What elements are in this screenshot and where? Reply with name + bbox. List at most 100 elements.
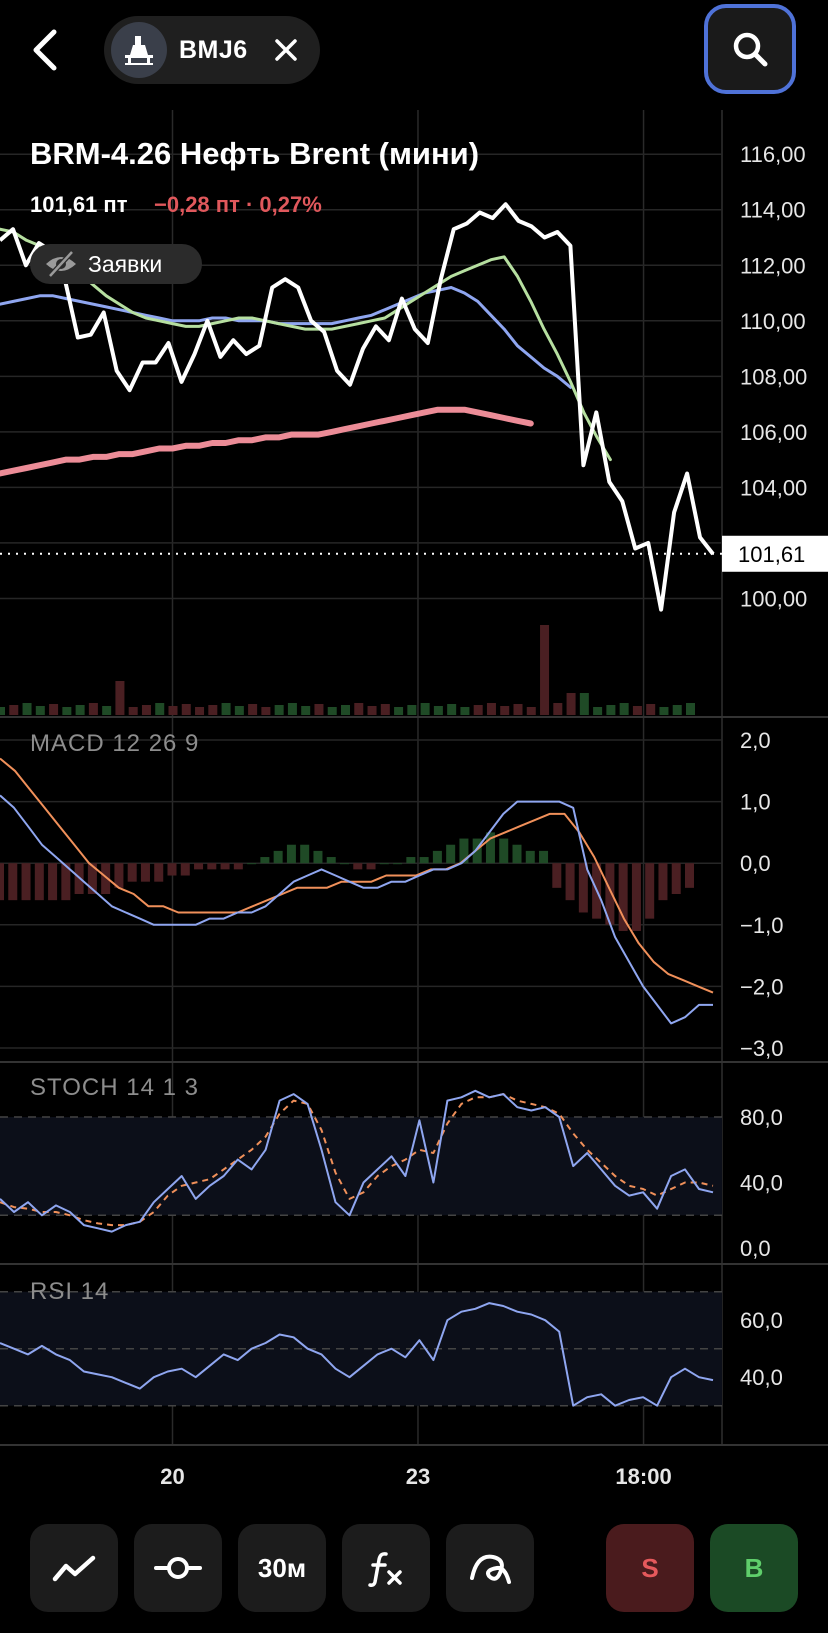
macd-hist-bar xyxy=(114,863,124,888)
volume-bar xyxy=(221,703,231,715)
volume-bar xyxy=(420,703,430,715)
stoch-tick-label: 0,0 xyxy=(740,1236,771,1261)
orders-label: Заявки xyxy=(88,250,163,277)
volume-bar xyxy=(327,707,337,715)
macd-hist-bar xyxy=(300,844,310,864)
macd-hist-bar xyxy=(48,863,58,901)
macd-hist-bar xyxy=(8,863,18,901)
macd-hist-bar xyxy=(286,844,296,864)
interval-button[interactable]: 30м xyxy=(238,1524,326,1612)
volume-bar xyxy=(354,703,364,715)
macd-hist-bar xyxy=(34,863,44,901)
instrument-title: BRM-4.26 Нефть Brent (мини) xyxy=(30,136,480,171)
price-tick-label: 110,00 xyxy=(740,309,806,334)
macd-hist-bar xyxy=(154,863,164,882)
price-tick-label: 106,00 xyxy=(740,420,807,445)
volume-bar xyxy=(287,703,297,715)
indicator-button[interactable] xyxy=(134,1524,222,1612)
volume-bar xyxy=(128,707,138,715)
price-tick-label: 100,00 xyxy=(740,586,807,611)
price-tick-label: 112,00 xyxy=(740,253,806,278)
stoch-signal-line xyxy=(0,1093,714,1227)
macd-hist-bar xyxy=(220,863,230,870)
macd-hist-bar xyxy=(658,863,668,901)
volume-bar xyxy=(659,707,669,715)
macd-hist-bar xyxy=(140,863,150,882)
price-line xyxy=(0,202,715,612)
volume-bar xyxy=(672,705,682,715)
stoch-label: STOCH 14 1 3 xyxy=(30,1074,199,1101)
macd-signal-line xyxy=(0,757,714,994)
line-chart-icon xyxy=(52,1555,96,1582)
functions-button[interactable] xyxy=(342,1524,430,1612)
macd-hist-bar xyxy=(578,863,588,913)
volume-bar xyxy=(75,705,85,715)
orders-toggle[interactable]: Заявки xyxy=(30,244,202,284)
macd-hist-bar xyxy=(685,863,694,888)
macd-hist-bar xyxy=(525,850,535,864)
volume-bar xyxy=(261,707,271,715)
macd-hist-bar xyxy=(273,850,283,864)
close-icon[interactable] xyxy=(270,34,302,66)
volume-bar xyxy=(49,704,59,715)
macd-hist-bar xyxy=(618,863,628,931)
macd-hist-bar xyxy=(419,857,429,864)
volume-bar xyxy=(0,707,5,715)
drawing-button[interactable] xyxy=(446,1524,534,1612)
stoch-tick-label: 80,0 xyxy=(740,1105,783,1130)
buy-button[interactable]: B xyxy=(710,1524,798,1612)
macd-hist-bar xyxy=(552,863,562,888)
macd-hist-bar xyxy=(485,832,495,864)
macd-hist-bar xyxy=(313,850,323,864)
volume-bar xyxy=(486,703,496,715)
macd-hist-bar xyxy=(101,863,111,894)
macd-hist-bar xyxy=(645,863,655,919)
sell-button[interactable]: S xyxy=(606,1524,694,1612)
macd-hist-bar xyxy=(0,863,4,901)
macd-hist-bar xyxy=(459,838,469,864)
rsi-tick-label: 60,0 xyxy=(740,1308,783,1333)
volume-bar xyxy=(500,706,510,715)
volume-bar xyxy=(115,681,125,715)
macd-hist-bar xyxy=(260,857,270,864)
rsi-band xyxy=(0,1291,722,1406)
macd-hist-bar xyxy=(499,838,509,864)
x-tick-label: 18:00 xyxy=(615,1464,671,1489)
macd-hist-bar xyxy=(406,857,416,864)
bottom-toolbar: 30м S B xyxy=(0,1518,828,1618)
back-button[interactable] xyxy=(18,22,74,78)
chart-type-button[interactable] xyxy=(30,1524,118,1612)
volume-bar xyxy=(394,707,404,715)
volume-bar xyxy=(686,703,695,715)
stoch-tick-label: 40,0 xyxy=(740,1171,783,1196)
volume-bar xyxy=(234,706,244,715)
volume-bar xyxy=(22,703,32,715)
macd-hist-bar xyxy=(87,863,97,894)
price-chart[interactable]: 116,00 114,00 112,00 110,00 108,00 106,00 104,… xyxy=(0,108,828,1518)
curve-draw-icon xyxy=(470,1554,511,1584)
rsi-label: RSI 14 xyxy=(30,1278,110,1305)
macd-hist-bar xyxy=(247,863,257,865)
oil-rig-icon xyxy=(111,22,167,78)
macd-hist-bar xyxy=(393,863,403,865)
volume-bar xyxy=(367,706,377,715)
ma-red-line xyxy=(0,406,534,477)
volume-bar xyxy=(102,706,112,715)
fx-icon xyxy=(368,1552,402,1587)
x-tick-label: 20 xyxy=(160,1464,184,1489)
macd-hist-bar xyxy=(127,863,137,882)
volume-bar xyxy=(274,705,284,715)
search-button[interactable] xyxy=(704,4,796,94)
volume-bar xyxy=(526,707,536,715)
last-price: 101,61 пт xyxy=(30,192,128,217)
current-price-label: 101,61 xyxy=(738,542,805,567)
volume-bar xyxy=(195,707,205,715)
eye-off-icon xyxy=(46,250,76,278)
macd-hist-bar xyxy=(512,844,522,864)
volume-bar xyxy=(301,706,311,715)
search-icon xyxy=(733,32,768,67)
volume-bar xyxy=(540,625,550,715)
ticker-chip[interactable]: BMJ6 xyxy=(104,16,320,84)
volume-bar xyxy=(155,703,165,715)
volume-bar xyxy=(473,705,483,715)
